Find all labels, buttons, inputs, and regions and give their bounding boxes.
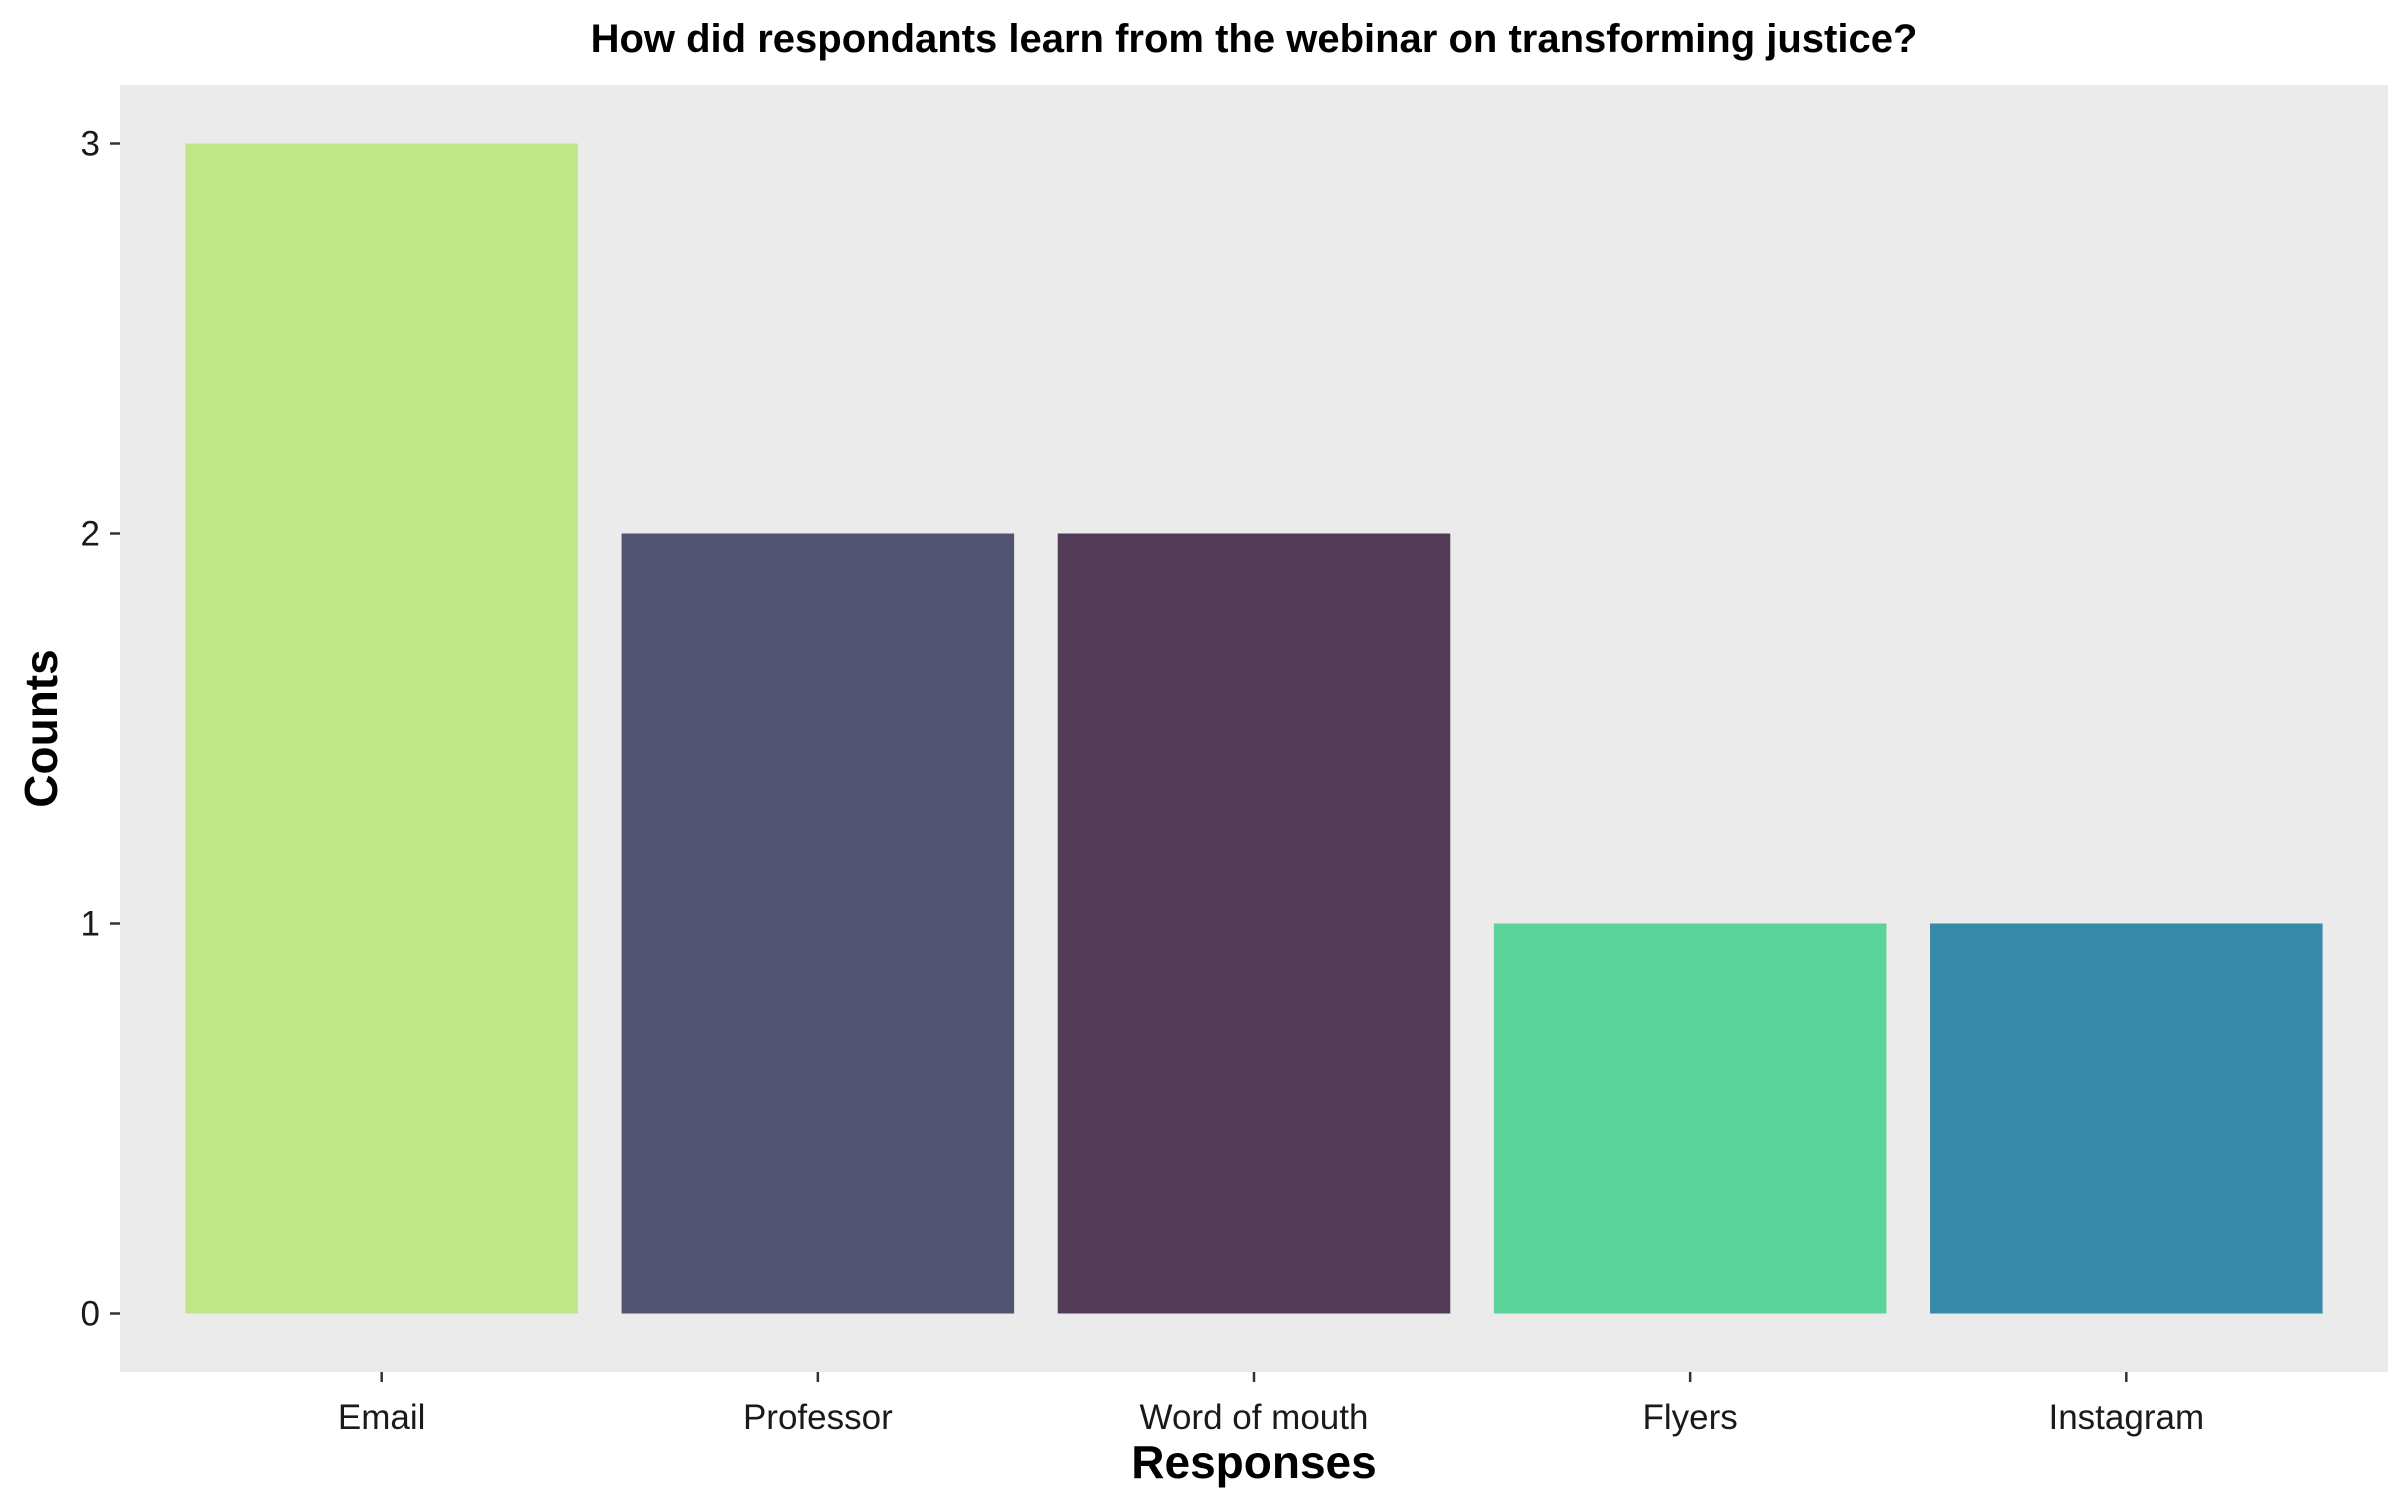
y-axis-title: Counts [15, 649, 67, 807]
chart-title: How did respondants learn from the webin… [591, 17, 1918, 61]
bar-flyers [1493, 923, 1887, 1314]
y-tick-label: 0 [81, 1295, 100, 1334]
x-tick-label: Instagram [2048, 1398, 2204, 1437]
bar-professor [621, 533, 1015, 1314]
x-tick-label: Word of mouth [1140, 1398, 1369, 1437]
bar-email [185, 143, 578, 1314]
bar-instagram [1930, 923, 2323, 1314]
x-axis: Email Professor Word of mouth Flyers Instagr… [338, 1372, 2204, 1437]
bar-word-of-mouth [1057, 533, 1451, 1314]
x-tick-label: Email [338, 1398, 426, 1437]
y-tick-label: 1 [81, 905, 100, 944]
bars-group [185, 143, 2323, 1314]
x-tick-label: Professor [743, 1398, 893, 1437]
x-tick-label: Flyers [1643, 1398, 1738, 1437]
x-axis-title: Responses [1131, 1436, 1376, 1488]
y-tick-label: 2 [81, 515, 100, 554]
y-tick-label: 3 [81, 125, 100, 164]
y-axis: 0 1 2 3 [81, 125, 120, 1334]
